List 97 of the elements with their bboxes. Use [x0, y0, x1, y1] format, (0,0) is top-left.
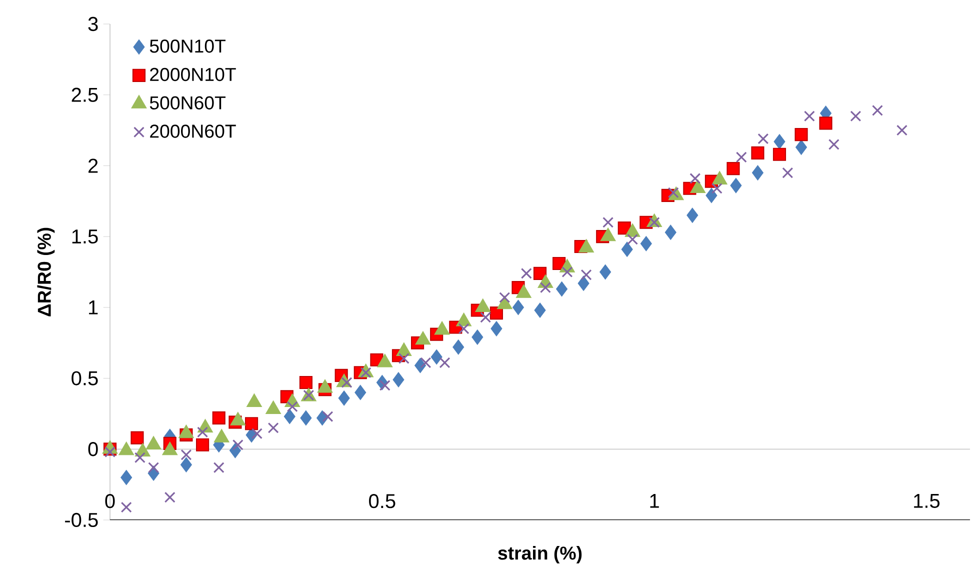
point — [268, 422, 279, 434]
point — [232, 439, 244, 450]
point — [730, 178, 742, 194]
point — [480, 312, 492, 323]
point — [640, 236, 652, 252]
point — [360, 367, 372, 378]
x-tick-label: 1.5 — [914, 494, 940, 508]
point — [520, 268, 532, 279]
point — [758, 133, 769, 144]
y-tick-label: 0 — [88, 442, 98, 456]
point — [562, 266, 573, 278]
x-axis-title: strain (%) — [498, 546, 582, 564]
point — [850, 110, 862, 122]
x-tick-label: 0 — [105, 494, 115, 508]
point — [420, 357, 432, 368]
point — [284, 408, 296, 424]
point — [300, 410, 312, 426]
legend-label: 2000N10T — [150, 68, 236, 82]
point — [338, 390, 350, 406]
point — [795, 140, 808, 155]
y-tick-label: 1.5 — [72, 230, 98, 244]
point — [490, 306, 503, 320]
y-tick-label: 3 — [88, 16, 98, 32]
point — [104, 446, 116, 458]
point — [286, 401, 298, 412]
point — [872, 104, 883, 116]
point — [213, 462, 224, 474]
point — [164, 492, 176, 503]
point — [556, 281, 568, 297]
point — [533, 266, 547, 280]
point — [229, 442, 241, 458]
y-tick-label: 1 — [89, 300, 98, 314]
point — [354, 384, 366, 400]
point — [251, 428, 262, 440]
point — [711, 182, 722, 194]
point — [458, 323, 470, 334]
point — [196, 438, 210, 452]
y-tick-label: -0.5 — [65, 512, 98, 528]
point — [430, 349, 442, 365]
point — [512, 300, 524, 316]
point — [439, 357, 450, 368]
point — [782, 167, 794, 178]
y-tick-label: 0.5 — [72, 371, 98, 386]
point — [706, 188, 718, 204]
point — [499, 292, 510, 304]
point — [379, 380, 390, 391]
point — [452, 339, 464, 355]
point — [602, 216, 614, 228]
point — [540, 282, 551, 294]
point — [472, 330, 484, 345]
x-tick-label: 1 — [650, 494, 659, 508]
point — [130, 431, 144, 444]
legend-label: 500N10T — [150, 40, 226, 53]
point — [664, 224, 676, 240]
point — [212, 411, 226, 424]
point — [322, 411, 334, 422]
point — [690, 172, 701, 184]
point — [299, 376, 312, 390]
point — [120, 470, 132, 486]
point — [392, 372, 404, 388]
y-axis-title: ΔR/R0 (%) — [37, 228, 55, 316]
point — [580, 269, 592, 280]
point — [668, 187, 679, 198]
point — [736, 152, 747, 163]
point — [752, 165, 764, 180]
point — [180, 449, 192, 460]
y-tick-label: 2 — [88, 158, 98, 173]
point — [398, 352, 410, 364]
point — [726, 162, 740, 176]
point — [627, 234, 638, 245]
legend-label: 2000N60T — [150, 124, 236, 138]
point — [794, 128, 808, 142]
point — [197, 426, 208, 438]
point — [180, 457, 192, 472]
point — [120, 502, 132, 513]
point — [148, 462, 160, 474]
point — [819, 116, 832, 130]
point — [341, 377, 352, 388]
point — [772, 148, 786, 161]
point — [751, 146, 764, 160]
point — [244, 417, 258, 430]
point — [896, 124, 908, 136]
point — [303, 390, 314, 401]
point — [134, 452, 146, 464]
point — [804, 110, 815, 122]
point — [648, 216, 660, 228]
point — [828, 138, 840, 150]
point — [621, 242, 633, 257]
point — [534, 302, 546, 318]
point — [600, 264, 612, 280]
legend-label: 500N60T — [150, 96, 226, 110]
x-tick-label: 0.5 — [369, 494, 396, 508]
point — [490, 321, 502, 336]
point — [578, 276, 590, 291]
point — [686, 208, 698, 223]
point — [774, 134, 786, 150]
y-tick-label: 2.5 — [72, 88, 98, 102]
